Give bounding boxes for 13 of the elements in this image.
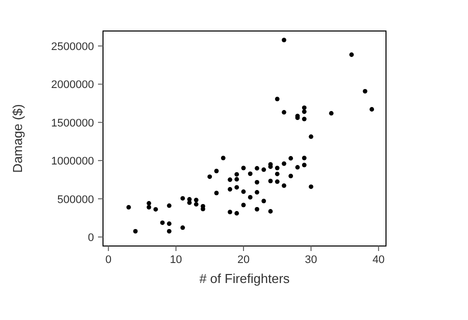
x-tick-label: 20 — [237, 254, 250, 266]
x-axis-title: # of Firefighters — [199, 271, 290, 286]
y-axis-title: Damage ($) — [10, 104, 25, 173]
x-tick-label: 10 — [170, 254, 182, 266]
y-tick-label: 1000000 — [51, 156, 94, 168]
y-tick-label: 2000000 — [51, 79, 94, 92]
x-tick-label: 40 — [372, 254, 385, 266]
y-tick-label: 0 — [88, 232, 94, 244]
x-tick-label: 0 — [105, 254, 112, 266]
y-tick-label: 2500000 — [51, 40, 94, 53]
y-tick-label: 1500000 — [51, 117, 94, 130]
x-tick-label: 30 — [304, 254, 318, 266]
y-tick-label: 500000 — [57, 194, 94, 206]
